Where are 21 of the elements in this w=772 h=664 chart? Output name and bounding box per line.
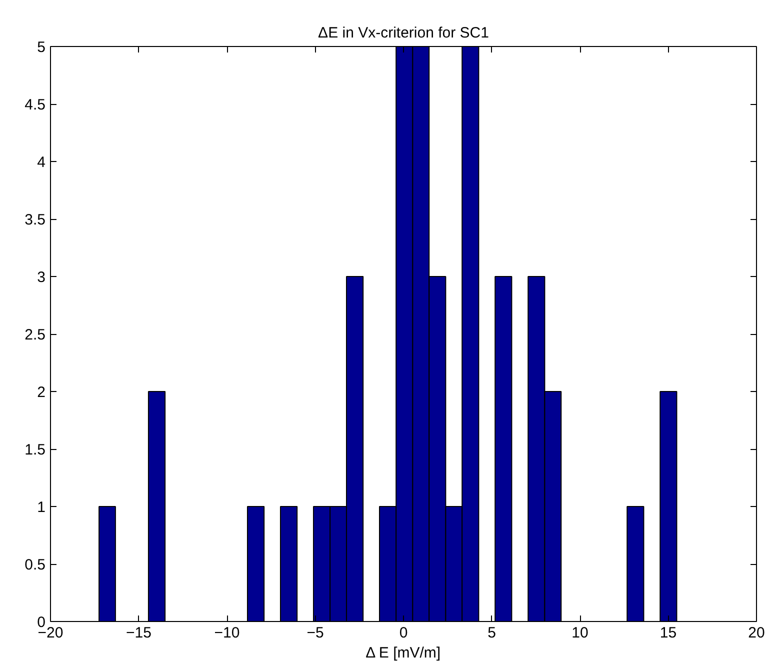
x-tick-label: −10: [214, 624, 240, 642]
y-tick-label: 3: [37, 269, 46, 286]
x-tick-label: −5: [306, 624, 324, 642]
y-tick-label: 0: [37, 614, 46, 631]
x-tick-label: 10: [572, 624, 588, 642]
y-tick-label: 5: [37, 39, 46, 56]
x-tick-label: 15: [660, 624, 677, 642]
x-tick-label: −15: [126, 624, 152, 642]
x-tick-label: 5: [488, 624, 496, 642]
x-axis-title: Δ E [mV/m]: [366, 644, 441, 662]
x-tick-label: 0: [399, 624, 408, 642]
chart-title: ΔE in Vx-criterion for SC1: [318, 24, 489, 42]
y-tick-label: 2.5: [24, 326, 46, 344]
y-tick-label: 4.5: [24, 96, 46, 114]
y-tick-label: 2: [37, 384, 46, 401]
y-tick-label: 4: [37, 154, 46, 171]
y-tick-label: 3.5: [24, 212, 46, 228]
y-tick-label: 0.5: [24, 556, 46, 574]
y-tick-label: 1: [37, 499, 46, 516]
y-tick-label: 1.5: [24, 442, 46, 458]
x-tick-label: 20: [748, 624, 765, 642]
